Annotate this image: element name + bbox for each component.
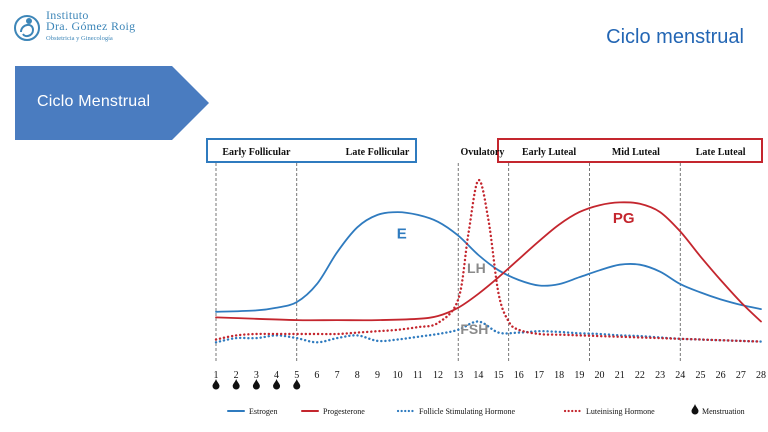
menstruation-drop-icon <box>293 379 301 390</box>
x-tick-label: 19 <box>574 370 584 381</box>
x-tick-label: 12 <box>433 370 443 381</box>
legend-swatch-menstruation <box>691 404 699 415</box>
phase-label: Late Luteal <box>696 147 746 158</box>
page-title: Ciclo menstrual <box>606 26 744 48</box>
phase-label: Early Follicular <box>222 147 291 158</box>
curve-label-progesterone: PG <box>613 210 635 227</box>
phase-label: Early Luteal <box>522 147 576 158</box>
x-axis: 1 2 3 4 5 6 7 8 9 10 11 12 13 14 15 16 17 18 19 20 21 22 23 24 2… <box>212 370 766 390</box>
x-tick-label: 4 <box>274 370 279 381</box>
section-tab: Ciclo Menstrual <box>15 66 211 140</box>
legend-label: Menstruation <box>702 407 745 416</box>
phase-label: Ovulatory <box>460 147 504 158</box>
x-tick-label: 11 <box>413 370 423 381</box>
curve-label-fsh: FSH <box>460 321 488 337</box>
x-tick-label: 20 <box>595 370 605 381</box>
x-tick-label: 15 <box>494 370 504 381</box>
legend-label: Luteinising Hormone <box>586 407 655 416</box>
x-tick-label: 23 <box>655 370 665 381</box>
x-tick-label: 3 <box>254 370 259 381</box>
menstruation-drop-icon <box>273 379 281 390</box>
phase-boxes: Early Follicular Late Follicular Ovulatory… <box>206 138 763 163</box>
x-tick-label: 18 <box>554 370 564 381</box>
section-tab-arrow-shape <box>15 66 209 140</box>
x-tick-label: 5 <box>294 370 299 381</box>
follicular-phase-box <box>206 138 417 163</box>
x-tick-label: 13 <box>453 370 463 381</box>
x-tick-label: 8 <box>355 370 360 381</box>
legend-label: Estrogen <box>249 407 277 416</box>
phase-dividers <box>215 163 681 362</box>
logo-line-3: Obstetricia y Ginecología <box>46 35 113 42</box>
logo-line-2: Dra. Gómez Roig <box>46 19 136 33</box>
x-tick-label: 6 <box>314 370 319 381</box>
institute-logo: Instituto Dra. Gómez Roig Obstetricia y … <box>12 8 152 50</box>
x-tick-label: 24 <box>675 370 685 381</box>
series-line-lh <box>214 178 763 343</box>
x-tick-label: 26 <box>716 370 726 381</box>
x-tick-label: 27 <box>736 370 746 381</box>
series-line-progesterone <box>215 201 762 323</box>
x-tick-label: 21 <box>615 370 625 381</box>
series-lines <box>214 178 763 344</box>
legend: Estrogen Progesterone Follicle Stimulating… <box>227 404 745 416</box>
x-tick-label: 9 <box>375 370 380 381</box>
x-tick-label: 1 <box>214 370 219 381</box>
x-tick-label: 10 <box>393 370 403 381</box>
luteal-phase-box <box>497 138 763 163</box>
legend-label: Progesterone <box>323 407 365 416</box>
section-tab-label: Ciclo Menstrual <box>37 93 151 110</box>
x-tick-label: 22 <box>635 370 645 381</box>
phase-label: Mid Luteal <box>612 147 660 158</box>
x-tick-label: 2 <box>234 370 239 381</box>
menstruation-drop-icon <box>252 379 260 390</box>
x-tick-label: 28 <box>756 370 766 381</box>
curve-labels: E PG LH FSH <box>397 210 635 337</box>
logo-icon <box>14 15 40 41</box>
menstruation-drop-icon <box>232 379 240 390</box>
x-tick-label: 16 <box>514 370 524 381</box>
phase-label: Late Follicular <box>346 147 410 158</box>
x-tick-label: 25 <box>695 370 705 381</box>
logo-line-1: Instituto <box>46 8 89 22</box>
menstruation-drop-icon <box>212 379 220 390</box>
series-line-estrogen <box>215 211 762 313</box>
legend-label: Follicle Stimulating Hormone <box>419 407 515 416</box>
x-tick-label: 7 <box>335 370 340 381</box>
x-tick-label: 14 <box>473 370 483 381</box>
x-tick-label: 17 <box>534 370 544 381</box>
curve-label-lh: LH <box>467 260 486 276</box>
curve-label-estrogen: E <box>397 225 407 242</box>
